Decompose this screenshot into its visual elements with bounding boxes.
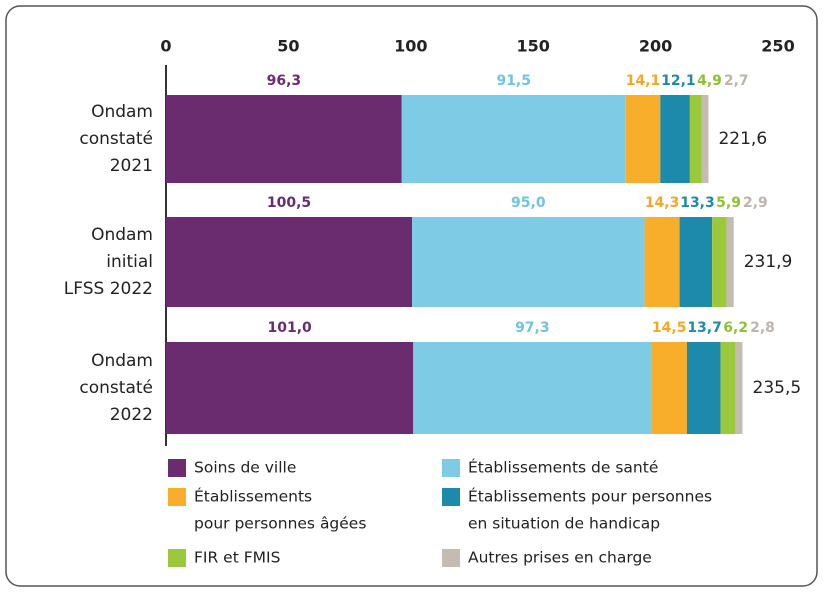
value-label: 6,2 bbox=[723, 320, 748, 336]
category-label: Ondam bbox=[91, 225, 153, 245]
bar-segment bbox=[679, 217, 713, 307]
x-tick-label: 150 bbox=[516, 37, 549, 56]
legend-label: FIR et FMIS bbox=[194, 549, 280, 567]
value-label: 14,5 bbox=[652, 320, 687, 336]
legend-label: pour personnes âgées bbox=[194, 515, 366, 533]
value-label: 14,3 bbox=[645, 195, 680, 211]
bar-segment bbox=[166, 342, 414, 434]
legend-label: Soins de ville bbox=[194, 459, 296, 477]
bar-segment bbox=[712, 217, 727, 307]
value-label: 97,3 bbox=[515, 320, 550, 336]
legend-swatch bbox=[168, 549, 186, 567]
value-label: 13,7 bbox=[687, 320, 722, 336]
bar-segment bbox=[166, 95, 402, 183]
bar-segment bbox=[686, 342, 721, 434]
bar-segment bbox=[726, 217, 734, 307]
total-label: 231,9 bbox=[744, 252, 793, 272]
legend-label: Autres prises en charge bbox=[468, 549, 652, 567]
legend-swatch bbox=[442, 549, 460, 567]
bar-segment bbox=[401, 95, 626, 183]
category-label: constaté bbox=[79, 129, 153, 149]
x-tick-label: 0 bbox=[160, 37, 171, 56]
value-label: 2,8 bbox=[750, 320, 775, 336]
bar-segment bbox=[660, 95, 690, 183]
bar-segment bbox=[644, 217, 680, 307]
value-label: 2,9 bbox=[743, 195, 768, 211]
x-tick-label: 100 bbox=[394, 37, 427, 56]
legend-label: Établissements de santé bbox=[468, 458, 658, 477]
category-label: constaté bbox=[79, 378, 153, 398]
legend-swatch bbox=[442, 488, 460, 506]
total-label: 221,6 bbox=[718, 129, 767, 149]
legend-swatch bbox=[168, 459, 186, 477]
bar-segment bbox=[701, 95, 709, 183]
bar-segment bbox=[689, 95, 702, 183]
category-label: LFSS 2022 bbox=[64, 279, 153, 299]
bar-segment bbox=[625, 95, 661, 183]
value-label: 96,3 bbox=[267, 73, 302, 89]
value-label: 91,5 bbox=[496, 73, 531, 89]
legend-label: en situation de handicap bbox=[468, 515, 660, 533]
x-tick-label: 250 bbox=[761, 37, 794, 56]
value-label: 4,9 bbox=[697, 73, 722, 89]
x-tick-label: 200 bbox=[639, 37, 672, 56]
value-label: 12,1 bbox=[661, 73, 696, 89]
category-label: Ondam bbox=[91, 102, 153, 122]
bar-segment bbox=[720, 342, 736, 434]
legend-swatch bbox=[442, 459, 460, 477]
category-label: 2021 bbox=[110, 156, 153, 176]
value-label: 13,3 bbox=[680, 195, 715, 211]
bar-segment bbox=[412, 217, 645, 307]
category-label: 2022 bbox=[110, 405, 153, 425]
value-label: 101,0 bbox=[267, 320, 312, 336]
bar-segment bbox=[413, 342, 652, 434]
value-label: 100,5 bbox=[267, 195, 311, 211]
bar-segment bbox=[651, 342, 687, 434]
category-label: Ondam bbox=[91, 351, 153, 371]
value-label: 95,0 bbox=[511, 195, 546, 211]
legend-label: Établissements bbox=[194, 487, 312, 506]
value-label: 14,1 bbox=[626, 73, 661, 89]
bar-segment bbox=[735, 342, 743, 434]
value-label: 2,7 bbox=[724, 73, 749, 89]
legend-label: Établissements pour personnes bbox=[468, 487, 712, 506]
category-label: initial bbox=[106, 252, 153, 272]
bar-segment bbox=[166, 217, 413, 307]
x-tick-label: 50 bbox=[277, 37, 299, 56]
value-label: 5,9 bbox=[716, 195, 741, 211]
legend-swatch bbox=[168, 488, 186, 506]
total-label: 235,5 bbox=[753, 378, 802, 398]
